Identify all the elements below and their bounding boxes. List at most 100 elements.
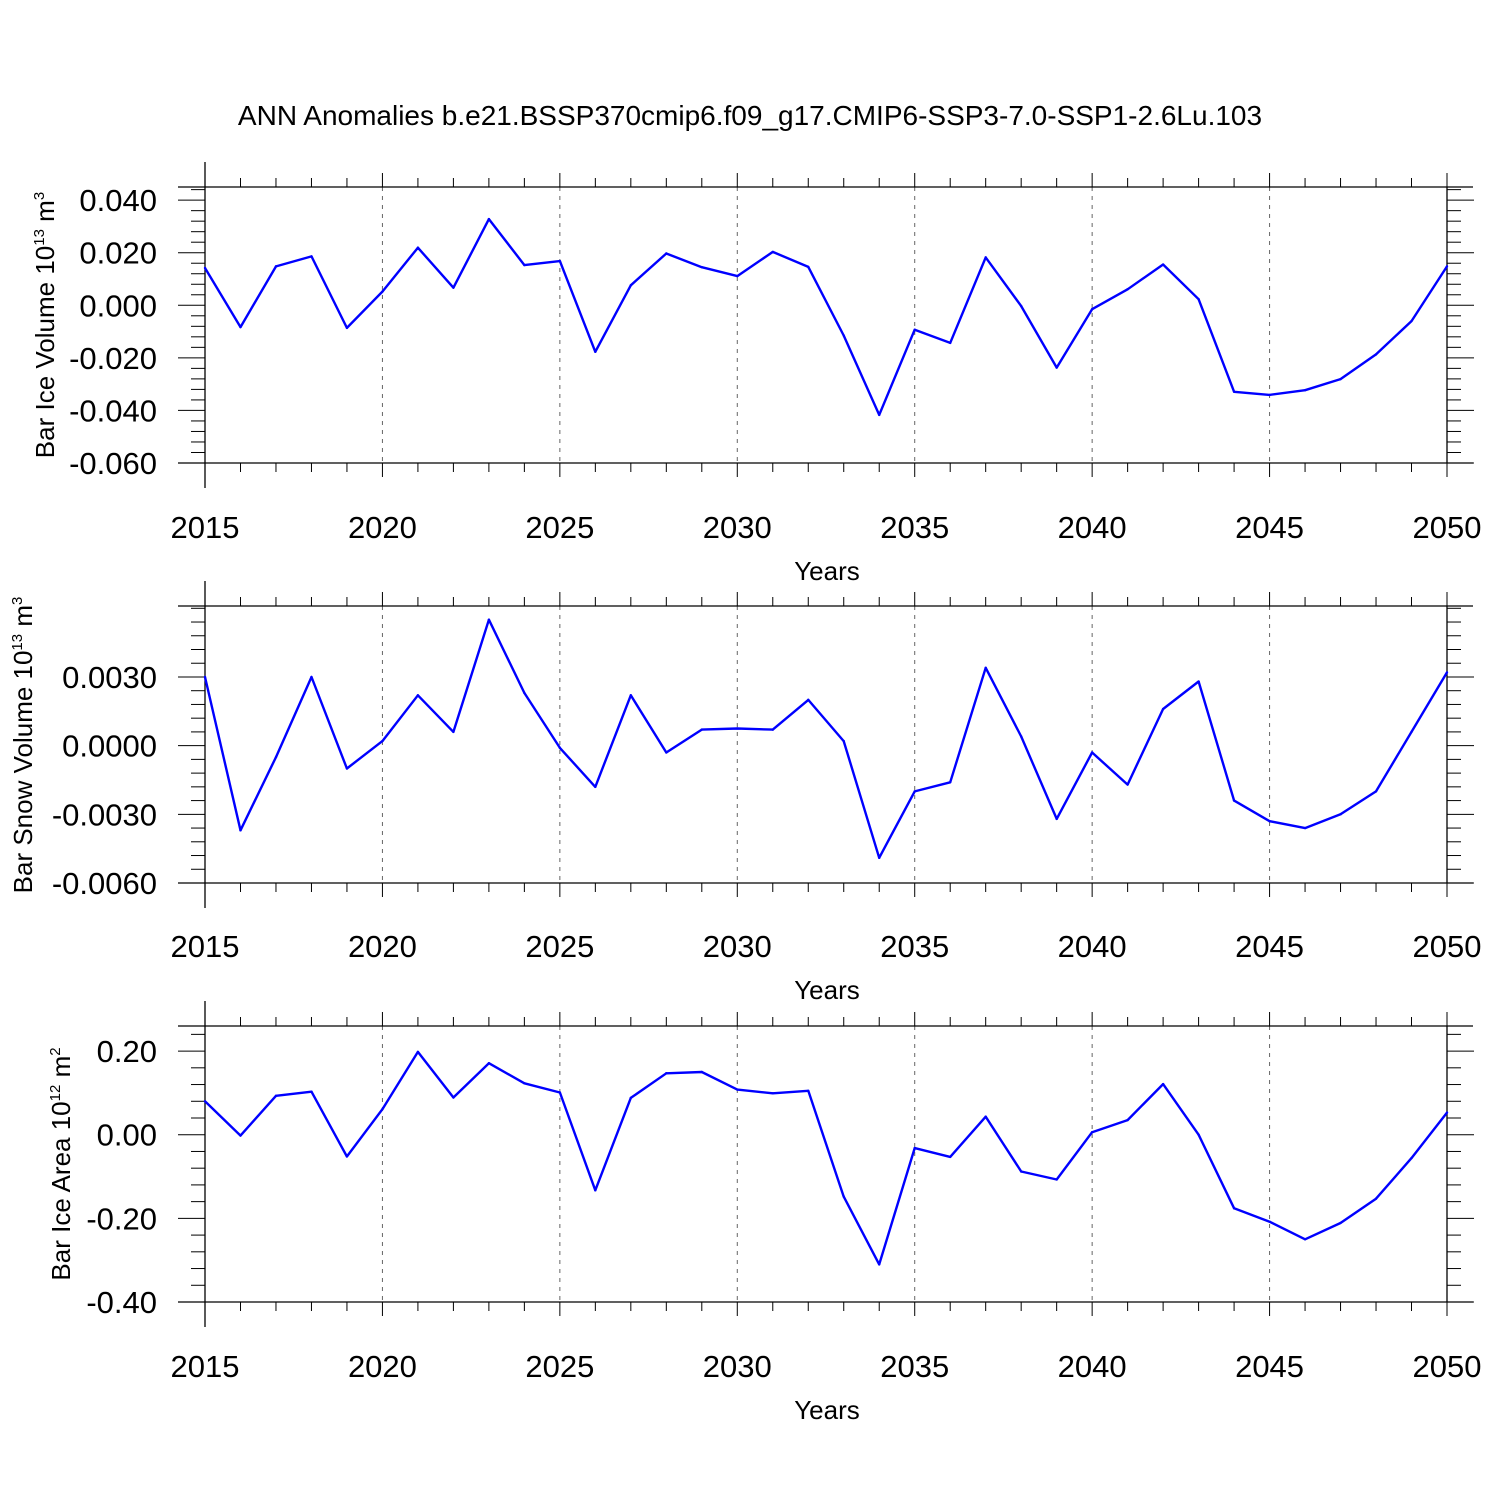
data-point: [1019, 304, 1023, 308]
y-tick-label: 0.20: [97, 1034, 157, 1069]
y-axis-label: Bar Snow Volume 1013 m3: [8, 597, 38, 894]
x-tick-label: 2020: [348, 510, 417, 545]
data-point: [878, 413, 881, 417]
y-tick-label: 0.000: [79, 288, 157, 323]
data-point: [1055, 817, 1058, 821]
y-tick-label: 0.00: [97, 1118, 157, 1153]
data-point: [665, 751, 668, 754]
data-point: [558, 746, 562, 750]
data-point: [310, 675, 313, 679]
x-tick-label: 2050: [1413, 1349, 1482, 1384]
data-point: [984, 666, 987, 670]
data-point: [203, 266, 207, 270]
data-point: [1410, 730, 1413, 734]
data-point: [1197, 1133, 1200, 1136]
data-point: [665, 1072, 668, 1075]
data-point: [1410, 319, 1413, 323]
data-point: [487, 217, 491, 221]
x-tick-label: 2030: [703, 929, 772, 964]
data-point: [1445, 671, 1449, 674]
data-point: [1161, 263, 1165, 266]
data-point: [1126, 783, 1129, 786]
data-point: [629, 1096, 633, 1100]
series-line: [204, 1050, 1448, 1266]
data-point: [416, 246, 420, 249]
data-point: [558, 1091, 562, 1094]
data-point: [1339, 813, 1342, 816]
data-point: [345, 326, 349, 330]
data-point: [736, 274, 739, 278]
data-point: [452, 1096, 455, 1099]
data-point: [1303, 388, 1307, 392]
y-tick-label: -0.40: [86, 1285, 157, 1320]
data-point: [1197, 680, 1200, 683]
y-tick-label: 0.0000: [62, 729, 157, 764]
y-axis-label: Bar Ice Area 1012 m2: [46, 1047, 76, 1280]
data-point: [1126, 288, 1129, 291]
data-point: [487, 1062, 491, 1065]
x-axis-label: Years: [794, 975, 860, 1005]
data-point: [1126, 1118, 1129, 1122]
data-point: [1445, 265, 1449, 268]
data-point: [1339, 377, 1342, 381]
data-point: [807, 1089, 810, 1093]
data-point: [665, 252, 668, 255]
data-point: [1090, 308, 1094, 311]
data-point: [1374, 790, 1378, 793]
x-tick-label: 2015: [171, 510, 240, 545]
data-point: [452, 730, 455, 734]
data-point: [452, 286, 455, 289]
y-tick-label: -0.0060: [52, 866, 157, 901]
x-tick-label: 2030: [703, 510, 772, 545]
data-point: [949, 341, 952, 345]
data-point: [842, 334, 845, 337]
data-point: [949, 781, 952, 784]
data-point: [629, 694, 633, 697]
data-point: [984, 1115, 987, 1118]
data-point: [949, 1155, 952, 1159]
data-point: [416, 1050, 420, 1054]
data-point: [913, 1146, 916, 1150]
data-point: [878, 856, 881, 860]
data-point: [345, 767, 349, 770]
y-tick-label: 0.020: [79, 236, 157, 271]
data-point: [310, 255, 313, 258]
data-point: [594, 1189, 597, 1192]
data-point: [807, 265, 810, 269]
data-point: [913, 328, 916, 331]
data-point: [1303, 826, 1307, 830]
x-tick-label: 2040: [1058, 929, 1127, 964]
x-tick-label: 2030: [703, 1349, 772, 1384]
x-tick-label: 2035: [880, 929, 949, 964]
series-line: [203, 618, 1449, 859]
y-tick-label: -0.0030: [52, 797, 157, 832]
data-point: [842, 1195, 845, 1198]
data-point: [807, 698, 810, 702]
y-tick-label: 0.040: [79, 183, 157, 218]
x-tick-label: 2020: [348, 1349, 417, 1384]
x-tick-label: 2025: [525, 510, 594, 545]
data-point: [629, 284, 633, 287]
chart-title: ANN Anomalies b.e21.BSSP370cmip6.f09_g17…: [238, 100, 1262, 131]
x-tick-label: 2045: [1235, 510, 1304, 545]
data-point: [842, 739, 845, 743]
x-tick-label: 2020: [348, 929, 417, 964]
data-point: [523, 263, 526, 267]
data-point: [239, 1134, 242, 1137]
data-point: [239, 325, 242, 329]
data-point: [1374, 353, 1378, 356]
data-point: [239, 829, 242, 832]
data-point: [1197, 298, 1200, 301]
panel-3: 2015 2020 2025 2030 2035 2040 2045 2050 Years 0.2…: [46, 1001, 1481, 1425]
data-point: [1090, 751, 1094, 754]
data-point: [1268, 819, 1271, 823]
data-point: [594, 350, 597, 354]
x-tick-label: 2040: [1058, 1349, 1127, 1384]
y-tick-label: 0.0030: [62, 660, 157, 695]
data-point: [558, 259, 562, 263]
panels: 2015 2020 2025 2030 2035 2040 2045 2050 Years 0.0…: [8, 162, 1481, 1425]
data-point: [523, 691, 526, 695]
x-axis-label: Years: [794, 556, 860, 586]
data-point: [1161, 1082, 1165, 1086]
